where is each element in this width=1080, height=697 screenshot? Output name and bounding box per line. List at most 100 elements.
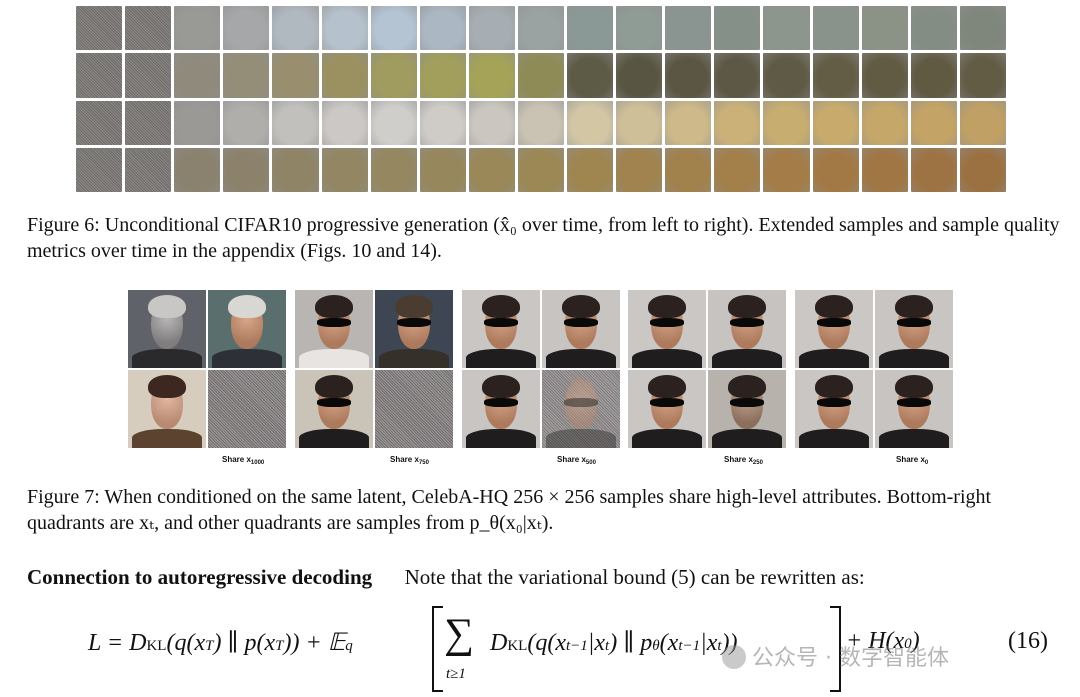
generation-step-cell [616, 100, 663, 145]
generation-step-cell [959, 53, 1006, 98]
generation-step-cell [321, 53, 368, 98]
face-sample [795, 290, 873, 368]
figure7-group-1000 [128, 290, 286, 448]
generation-step-cell [370, 100, 417, 145]
face-sample [295, 370, 373, 448]
share-label-500: Share x500 [557, 455, 596, 466]
figure6-caption-text: Unconditional CIFAR10 progressive genera… [27, 214, 1060, 262]
generation-step-cell [76, 53, 123, 98]
figure6-caption: Figure 6: Unconditional CIFAR10 progress… [27, 212, 1067, 264]
generation-step-cell [223, 100, 270, 145]
generation-step-cell [468, 100, 515, 145]
figure6-image-grid [76, 6, 1006, 192]
right-bracket [830, 606, 841, 692]
generation-step-cell [665, 147, 712, 192]
generation-step-cell [517, 53, 565, 98]
noisy-latent [375, 370, 453, 448]
noisy-latent [208, 370, 286, 448]
watermark: 公众号 · 数字智能体 [722, 640, 949, 672]
generation-step-cell [812, 6, 859, 51]
generation-step-cell [272, 100, 319, 145]
section-text: Note that the variational bound (5) can … [404, 565, 865, 589]
face-sample [795, 370, 873, 448]
generation-step-cell [763, 100, 810, 145]
face-sample [208, 290, 286, 368]
generation-step-cell [812, 147, 859, 192]
equation-number: (16) [1008, 628, 1048, 654]
generation-step-cell [812, 53, 859, 98]
generation-step-cell [517, 100, 565, 145]
face-sample [375, 290, 453, 368]
generation-step-cell [76, 6, 123, 51]
generation-step-cell [910, 53, 957, 98]
share-label-0: Share x0 [896, 455, 929, 466]
face-sample [628, 290, 706, 368]
sum-subscript: t≥1 [446, 666, 466, 682]
generation-step-cell [714, 53, 761, 98]
generation-step-cell [517, 6, 565, 51]
generation-step-cell [714, 100, 761, 145]
generation-step-cell [174, 6, 221, 51]
generation-step-cell [616, 6, 663, 51]
generation-step-cell [665, 6, 712, 51]
figure7-group-750 [295, 290, 453, 448]
generation-step-cell [861, 6, 908, 51]
figure7-caption-text: When conditioned on the same latent, Cel… [27, 486, 992, 534]
generation-step-cell [321, 6, 368, 51]
left-bracket [432, 606, 443, 692]
generation-step-cell [665, 100, 712, 145]
generation-step-cell [567, 100, 614, 145]
share-label-250: Share x250 [724, 455, 763, 466]
generation-step-cell [861, 100, 908, 145]
generation-step-cell [125, 53, 172, 98]
generation-step-cell [567, 6, 614, 51]
generation-step-cell [910, 6, 957, 51]
generation-step-cell [419, 147, 466, 192]
figure7-group-250 [628, 290, 786, 448]
generation-step-cell [321, 100, 368, 145]
watermark-text: 公众号 · 数字智能体 [752, 646, 949, 671]
face-sample [875, 370, 953, 448]
face-sample [542, 290, 620, 368]
generation-step-cell [468, 147, 515, 192]
generation-step-cell [272, 6, 319, 51]
face-sample [875, 290, 953, 368]
figure7-caption: Figure 7: When conditioned on the same l… [27, 484, 1067, 536]
face-sample [462, 370, 540, 448]
generation-step-cell [714, 147, 761, 192]
generation-step-cell [272, 53, 319, 98]
generation-step-cell [419, 100, 466, 145]
generation-step-cell [223, 147, 270, 192]
face-sample [295, 290, 373, 368]
figure7-caption-label: Figure 7: [27, 486, 100, 508]
eq-lhs: L = DKL(q(xT) ∥ p(xT)) + 𝔼q [88, 630, 353, 656]
generation-step-cell [468, 53, 515, 98]
generation-step-cell [616, 147, 663, 192]
generation-step-cell [125, 100, 172, 145]
generation-step-cell [468, 6, 515, 51]
generation-step-cell [223, 6, 270, 51]
noisy-latent [708, 370, 786, 448]
sum-sign: ∑ [444, 611, 474, 657]
generation-step-cell [174, 53, 221, 98]
equation-16: L = DKL(q(xT) ∥ p(xT)) + 𝔼q ∑ t≥1 DKL(q(… [88, 606, 1058, 692]
generation-step-cell [616, 53, 663, 98]
eq-entropy: + H(x0) [846, 628, 920, 654]
generation-step-cell [959, 147, 1006, 192]
generation-step-cell [910, 147, 957, 192]
generation-step-cell [370, 6, 417, 51]
generation-step-cell [959, 100, 1006, 145]
generation-step-cell [861, 147, 908, 192]
generation-step-cell [763, 147, 810, 192]
generation-step-cell [763, 53, 810, 98]
generation-step-cell [812, 100, 859, 145]
section-heading: Connection to autoregressive decoding [27, 565, 373, 589]
generation-step-cell [419, 53, 466, 98]
generation-step-cell [370, 147, 417, 192]
generation-step-cell [567, 147, 614, 192]
generation-step-cell [517, 147, 565, 192]
generation-step-cell [959, 6, 1006, 51]
generation-step-cell [76, 147, 123, 192]
share-label-750: Share x750 [390, 455, 429, 466]
figure7-group-0 [795, 290, 953, 448]
